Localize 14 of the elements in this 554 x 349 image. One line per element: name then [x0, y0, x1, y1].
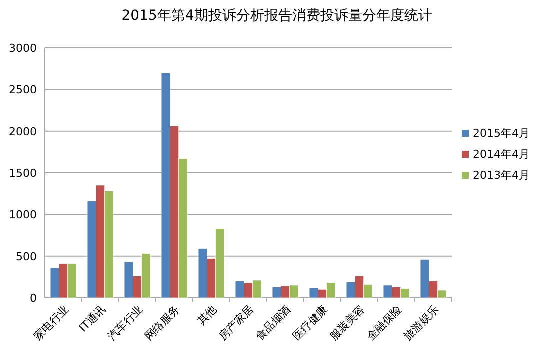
y-tick-label: 2000 — [9, 125, 37, 138]
y-tick-label: 1500 — [9, 167, 37, 180]
chart-title: 2015年第4期投诉分析报告消费投诉量分年度统计 — [122, 8, 432, 24]
y-tick-label: 0 — [30, 292, 37, 305]
y-tick-label: 3000 — [9, 42, 37, 55]
x-tick-label: 家电行业 — [31, 302, 72, 344]
legend-label: 2013年4月 — [473, 169, 530, 182]
y-tick-label: 1000 — [9, 208, 37, 222]
x-tick-label: 网络服务 — [142, 302, 183, 344]
y-tick-label: 2500 — [9, 84, 37, 97]
legend-label: 2015年4月 — [473, 127, 530, 140]
x-tick-label: IT通讯 — [76, 302, 109, 335]
y-tick-label: 500 — [16, 250, 37, 264]
legend-label: 2014年4月 — [473, 148, 530, 161]
